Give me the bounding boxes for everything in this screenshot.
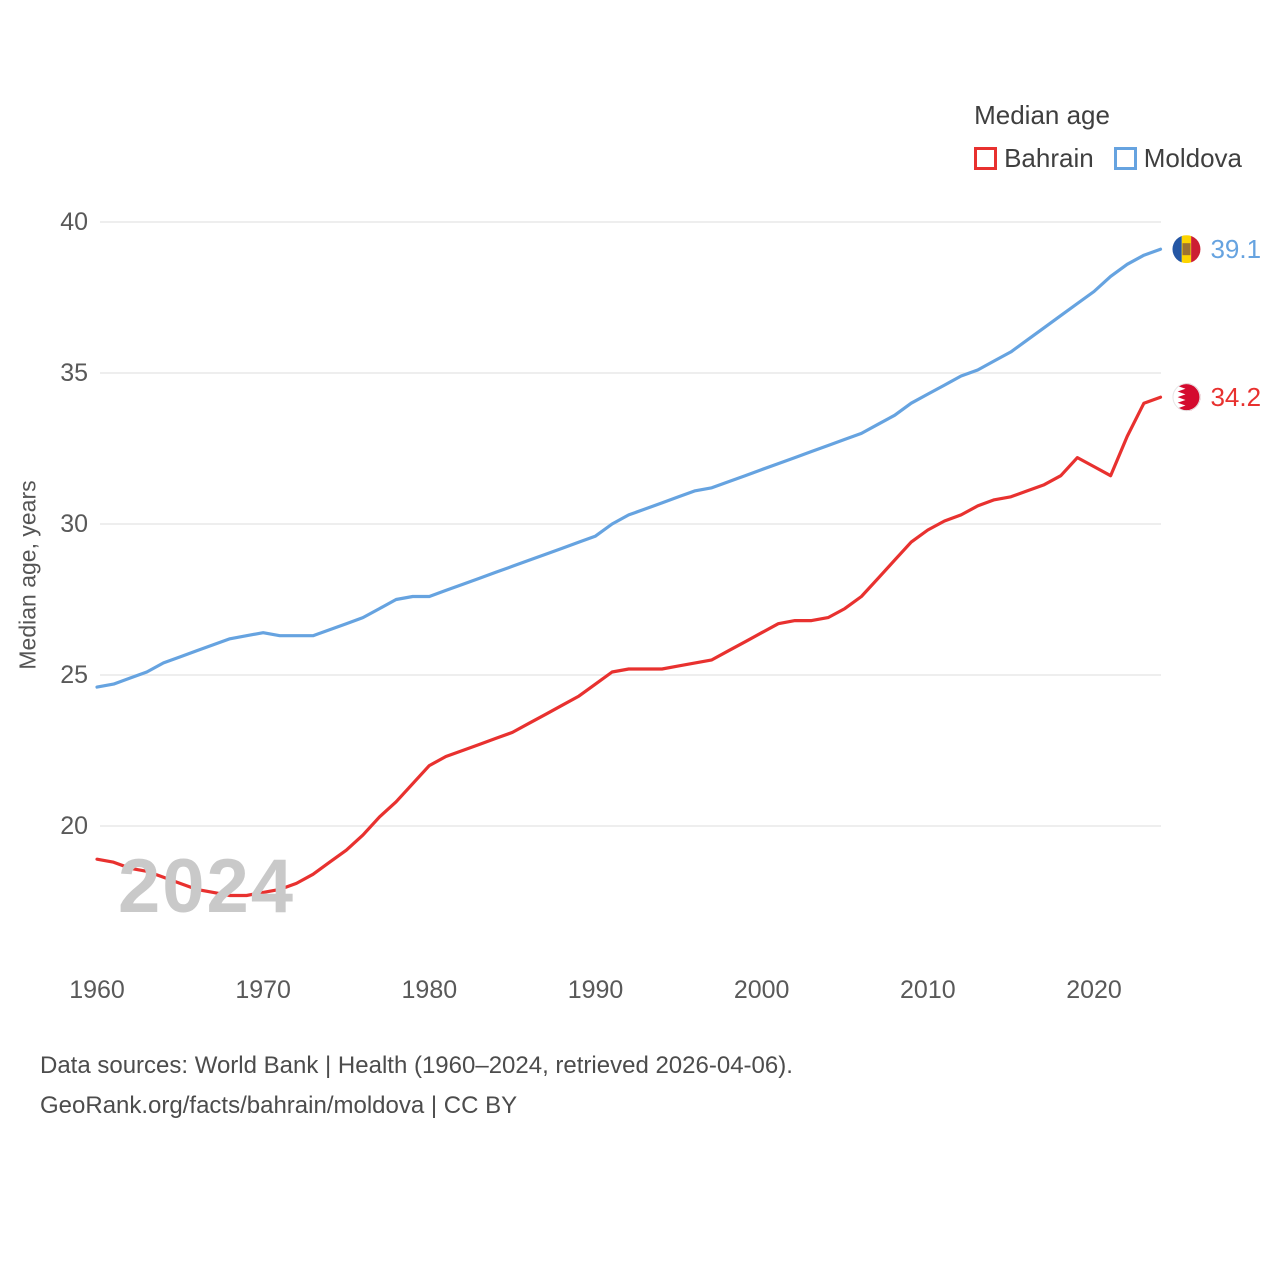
- watermark-year: 2024: [118, 844, 296, 929]
- bahrain-end-value-label: 34.2: [1210, 382, 1261, 412]
- x-tick-label: 1970: [235, 976, 291, 1004]
- moldova-line: [95, 247, 1163, 689]
- x-tick-label: 2010: [900, 976, 956, 1004]
- legend: Median age Bahrain Moldova: [974, 100, 1242, 174]
- footer-data-sources: Data sources: World Bank | Health (1960–…: [40, 1052, 793, 1079]
- x-tick-label: 1980: [402, 976, 458, 1004]
- y-tick-label: 40: [60, 208, 88, 236]
- x-tick-label: 1990: [568, 976, 624, 1004]
- legend-label-bahrain: Bahrain: [1004, 143, 1094, 173]
- y-tick-label: 25: [60, 661, 88, 689]
- y-tick-label: 20: [60, 812, 88, 840]
- bahrain-line: [95, 395, 1163, 898]
- moldova-flag-icon: [1172, 235, 1201, 264]
- moldova-end-value-label: 39.1: [1210, 234, 1261, 264]
- y-axis-title: Median age, years: [14, 480, 41, 670]
- moldova-swatch-icon: [1113, 147, 1137, 170]
- x-tick-label: 2000: [734, 976, 790, 1004]
- legend-label-moldova: Moldova: [1143, 143, 1242, 173]
- footer-attribution: GeoRank.org/facts/bahrain/moldova | CC B…: [40, 1092, 518, 1119]
- line-chart: 20 25 30 35 40 1960 1970 1980 1990 2000 2010 2020 34…: [60, 208, 1261, 1004]
- legend-item-moldova[interactable]: Moldova: [1113, 143, 1242, 174]
- y-tick-label: 30: [60, 510, 88, 538]
- legend-items: Bahrain Moldova: [974, 143, 1242, 174]
- y-tick-label: 35: [60, 359, 88, 387]
- bahrain-flag-icon: [1172, 383, 1201, 412]
- x-tick-label: 1960: [69, 976, 125, 1004]
- legend-title: Median age: [974, 100, 1110, 130]
- footer: Data sources: World Bank | Health (1960–…: [40, 1046, 793, 1126]
- legend-item-bahrain[interactable]: Bahrain: [974, 143, 1094, 174]
- bahrain-swatch-icon: [974, 147, 998, 170]
- x-tick-label: 2020: [1066, 976, 1122, 1004]
